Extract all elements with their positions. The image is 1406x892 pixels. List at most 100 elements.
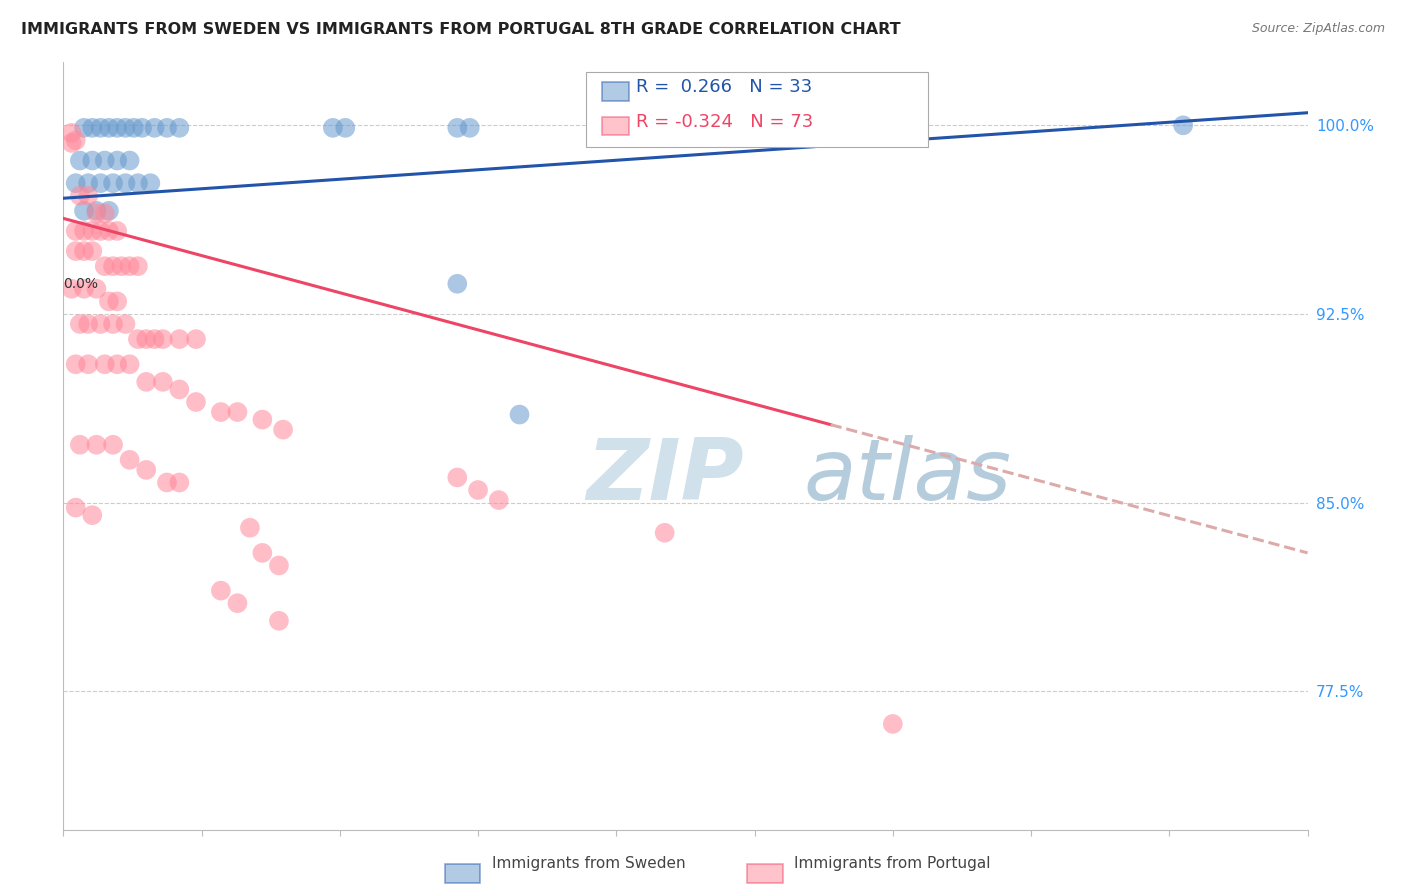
Text: IMMIGRANTS FROM SWEDEN VS IMMIGRANTS FROM PORTUGAL 8TH GRADE CORRELATION CHART: IMMIGRANTS FROM SWEDEN VS IMMIGRANTS FRO… bbox=[21, 22, 901, 37]
Point bbox=[60, 126, 83, 140]
Point bbox=[114, 120, 136, 135]
Point bbox=[135, 463, 157, 477]
Point bbox=[73, 203, 96, 218]
Point bbox=[86, 203, 108, 218]
Point bbox=[322, 120, 344, 135]
Point bbox=[73, 120, 96, 135]
Point bbox=[101, 176, 124, 190]
Point bbox=[131, 120, 153, 135]
Point bbox=[69, 438, 91, 452]
Point bbox=[152, 375, 174, 389]
Point bbox=[118, 153, 141, 168]
Point bbox=[97, 224, 120, 238]
Point bbox=[226, 405, 249, 419]
Point bbox=[209, 405, 232, 419]
Point bbox=[69, 153, 91, 168]
Point bbox=[65, 224, 87, 238]
Point bbox=[65, 133, 87, 147]
Point bbox=[122, 120, 145, 135]
Point bbox=[65, 357, 87, 371]
Point bbox=[97, 203, 120, 218]
Text: ZIP: ZIP bbox=[586, 435, 744, 518]
Point bbox=[105, 224, 128, 238]
Text: atlas: atlas bbox=[804, 435, 1012, 518]
Point bbox=[90, 224, 112, 238]
Point bbox=[127, 332, 149, 346]
Point bbox=[82, 153, 104, 168]
Point bbox=[114, 317, 136, 331]
Point bbox=[86, 438, 108, 452]
Point bbox=[105, 357, 128, 371]
Point bbox=[65, 500, 87, 515]
Bar bbox=[747, 864, 783, 882]
Point bbox=[335, 120, 357, 135]
Point bbox=[169, 383, 191, 397]
Point bbox=[93, 259, 117, 273]
Point bbox=[156, 475, 179, 490]
Point bbox=[105, 153, 128, 168]
Point bbox=[86, 206, 108, 220]
Point bbox=[90, 120, 112, 135]
Point bbox=[73, 224, 96, 238]
Point bbox=[101, 317, 124, 331]
Point bbox=[93, 206, 117, 220]
Text: R =  0.266   N = 33: R = 0.266 N = 33 bbox=[636, 78, 811, 95]
Point bbox=[135, 332, 157, 346]
Point bbox=[77, 176, 100, 190]
Point bbox=[488, 493, 510, 508]
Point bbox=[226, 596, 249, 610]
Point bbox=[184, 332, 207, 346]
Point bbox=[446, 470, 468, 484]
Point bbox=[110, 259, 132, 273]
Point bbox=[143, 332, 166, 346]
Point bbox=[127, 259, 149, 273]
Text: Immigrants from Portugal: Immigrants from Portugal bbox=[794, 856, 991, 871]
Point bbox=[509, 408, 531, 422]
Text: Immigrants from Sweden: Immigrants from Sweden bbox=[492, 856, 686, 871]
Point bbox=[65, 176, 87, 190]
Point bbox=[467, 483, 489, 497]
Point bbox=[882, 717, 904, 731]
Point bbox=[77, 317, 100, 331]
Point bbox=[97, 294, 120, 309]
Point bbox=[90, 317, 112, 331]
Point bbox=[65, 244, 87, 258]
Point bbox=[169, 120, 191, 135]
FancyBboxPatch shape bbox=[602, 117, 630, 136]
Point bbox=[82, 244, 104, 258]
Point bbox=[209, 583, 232, 598]
Point bbox=[82, 508, 104, 523]
FancyBboxPatch shape bbox=[586, 71, 928, 147]
Point bbox=[156, 120, 179, 135]
Point bbox=[82, 120, 104, 135]
Point bbox=[105, 294, 128, 309]
Text: 0.0%: 0.0% bbox=[63, 277, 98, 291]
Point bbox=[1173, 118, 1195, 132]
Point bbox=[60, 136, 83, 150]
Point bbox=[118, 259, 141, 273]
Point bbox=[143, 120, 166, 135]
Point bbox=[93, 357, 117, 371]
Point bbox=[267, 614, 290, 628]
Point bbox=[77, 188, 100, 202]
Point bbox=[127, 176, 149, 190]
Point bbox=[135, 375, 157, 389]
Point bbox=[86, 282, 108, 296]
Point bbox=[139, 176, 162, 190]
Point bbox=[271, 423, 294, 437]
Text: R = -0.324   N = 73: R = -0.324 N = 73 bbox=[636, 113, 813, 131]
Point bbox=[105, 120, 128, 135]
Point bbox=[446, 277, 468, 291]
Point bbox=[267, 558, 290, 573]
Point bbox=[101, 259, 124, 273]
Point bbox=[101, 438, 124, 452]
Point bbox=[654, 525, 676, 540]
Point bbox=[458, 120, 481, 135]
Point bbox=[73, 244, 96, 258]
Point bbox=[82, 224, 104, 238]
Point bbox=[184, 395, 207, 409]
Point bbox=[252, 412, 274, 426]
Point bbox=[152, 332, 174, 346]
Point bbox=[114, 176, 136, 190]
Bar bbox=[444, 864, 481, 882]
